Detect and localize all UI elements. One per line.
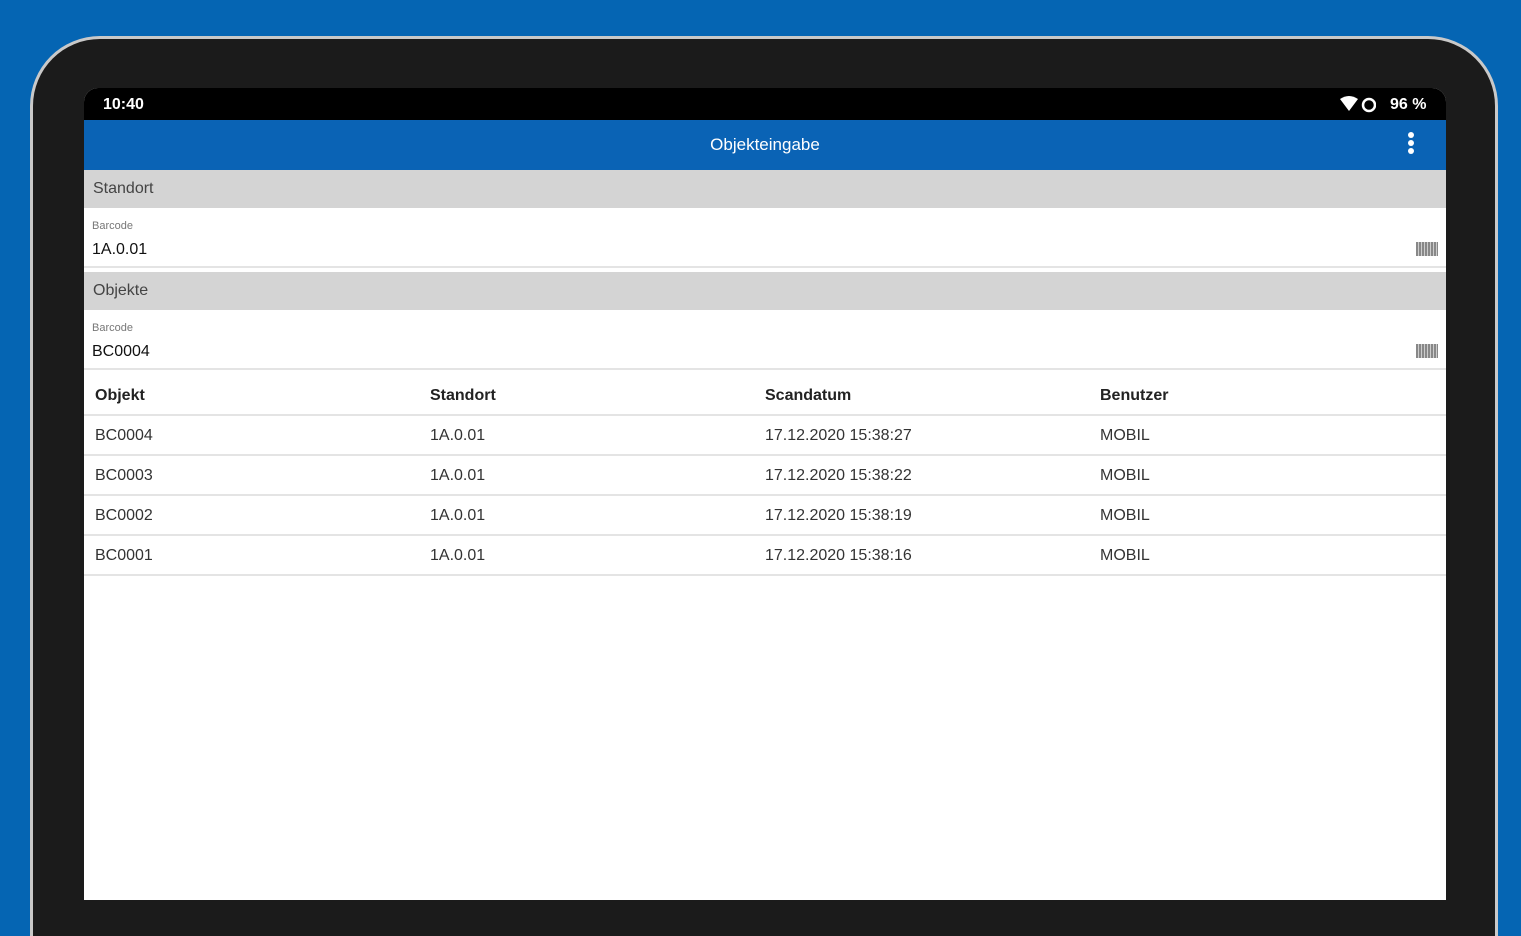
column-header: Objekt bbox=[95, 387, 145, 404]
table-cell: BC0002 bbox=[95, 507, 153, 524]
barcode-scan-button[interactable] bbox=[1416, 344, 1438, 358]
screen: 10:40 96 % Objekteingabe Standort Barcode… bbox=[84, 88, 1446, 900]
status-icons bbox=[1340, 96, 1376, 113]
table-cell: MOBIL bbox=[1100, 547, 1150, 564]
status-bar: 10:40 96 % bbox=[84, 88, 1446, 120]
time: 10:40 bbox=[103, 96, 144, 113]
table-cell: 17.12.2020 15:38:16 bbox=[765, 547, 912, 564]
table-cell: 1A.0.01 bbox=[430, 427, 486, 444]
app-title: Objekteingabe bbox=[710, 135, 820, 154]
table-row[interactable]: BC0002 1A.0.01 17.12.2020 15:38:19 MOBIL bbox=[84, 496, 1446, 536]
table-cell: 1A.0.01 bbox=[430, 507, 486, 524]
table-cell: 1A.0.01 bbox=[430, 467, 486, 484]
table-row[interactable]: BC0004 1A.0.01 17.12.2020 15:38:27 MOBIL bbox=[84, 416, 1446, 456]
table-cell: 17.12.2020 15:38:19 bbox=[765, 507, 912, 524]
table-cell: MOBIL bbox=[1100, 467, 1150, 484]
column-header: Benutzer bbox=[1100, 387, 1169, 404]
table-cell: BC0004 bbox=[95, 427, 153, 444]
field-label: Barcode bbox=[92, 220, 133, 232]
column-header: Standort bbox=[430, 387, 496, 404]
column-header: Scandatum bbox=[765, 387, 852, 404]
table-header: Objekt Standort Scandatum Benutzer bbox=[84, 376, 1446, 416]
barcode-scan-button[interactable] bbox=[1416, 242, 1438, 256]
table-cell: 17.12.2020 15:38:22 bbox=[765, 467, 912, 484]
field-value: BC0004 bbox=[92, 343, 150, 360]
table-cell: MOBIL bbox=[1100, 507, 1150, 524]
barcode-field[interactable]: Barcode 1A.0.01 bbox=[84, 208, 1446, 268]
table-cell: BC0003 bbox=[95, 467, 153, 484]
table-cell: MOBIL bbox=[1100, 427, 1150, 444]
section-header: Standort bbox=[84, 170, 1446, 208]
table-row[interactable]: BC0001 1A.0.01 17.12.2020 15:38:16 MOBIL bbox=[84, 536, 1446, 576]
field-label: Barcode bbox=[92, 322, 133, 334]
menu-button[interactable] bbox=[1406, 131, 1416, 157]
table-cell: 17.12.2020 15:38:27 bbox=[765, 427, 912, 444]
barcode-field[interactable]: Barcode BC0004 bbox=[84, 310, 1446, 370]
table-cell: BC0001 bbox=[95, 547, 153, 564]
section-header: Objekte bbox=[84, 272, 1446, 310]
battery: 96 % bbox=[1390, 96, 1427, 113]
table-cell: 1A.0.01 bbox=[430, 547, 486, 564]
field-value: 1A.0.01 bbox=[92, 241, 148, 258]
page: 10:40 96 % Objekteingabe Standort Barcode… bbox=[30, 36, 1498, 936]
app-bar: Objekteingabe bbox=[84, 120, 1446, 170]
table-row[interactable]: BC0003 1A.0.01 17.12.2020 15:38:22 MOBIL bbox=[84, 456, 1446, 496]
